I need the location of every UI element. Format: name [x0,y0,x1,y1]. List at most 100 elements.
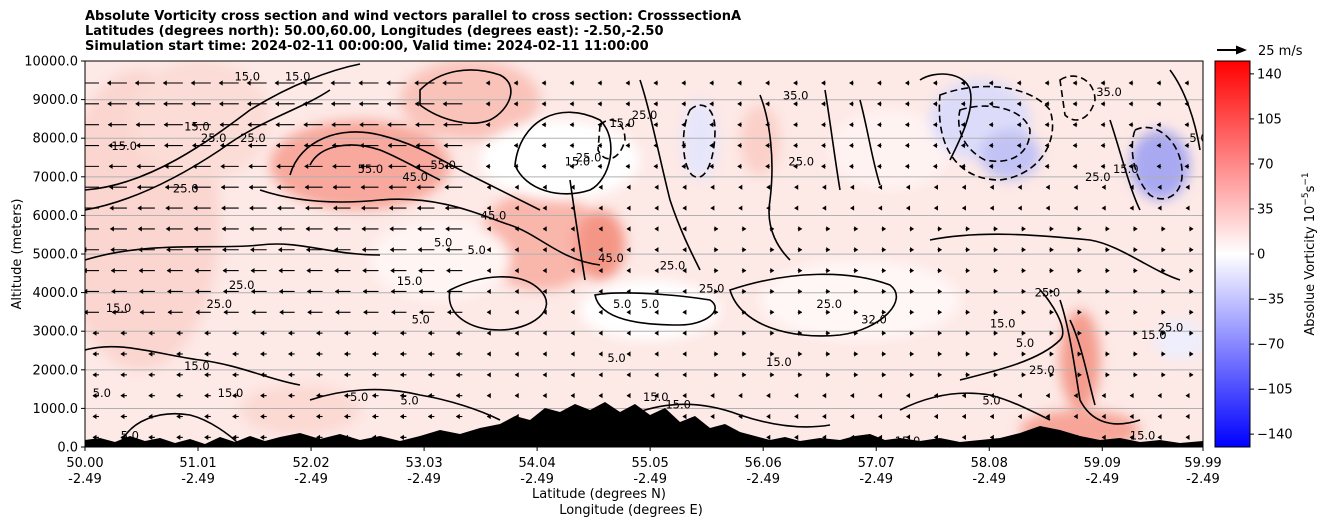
wind-vector-head [85,184,86,190]
wind-vector-head [1021,372,1026,378]
wind-vector-head [514,288,519,295]
contour-label: 5.0 [1189,131,1207,145]
wind-vector-head [937,267,942,274]
wind-vector-head [344,372,349,378]
wind-vector-head [542,288,547,295]
wind-vector-head [654,434,659,440]
contour-label: 15.0 [643,390,669,404]
contour-label: 5.0 [468,243,486,257]
wind-vector-head [204,351,209,357]
wind-vector-head [85,309,88,315]
wind-vector-head [427,413,432,420]
wind-vector-head [933,413,938,420]
wind-vector-head [427,330,432,336]
contour-line [569,179,586,281]
wind-vector-head [1100,142,1105,149]
wind-vector-head [626,267,631,274]
wind-vector-head [542,184,547,190]
wind-vector-head [854,226,859,232]
wind-vector-head [826,267,831,274]
wind-vector-head [626,226,631,232]
x-tick-label-lon: -2.49 [407,472,441,487]
wind-vector-head [136,163,141,169]
contour-label: 25.0 [1158,320,1184,334]
wind-vector-head [250,247,255,253]
wind-vector-head [1105,309,1110,315]
wind-vector-head [654,413,659,420]
contour-label: 25.0 [1029,363,1055,377]
wind-vector-head [1101,413,1106,420]
wind-vector-head [710,184,715,190]
wind-vector-head [1077,226,1082,232]
wind-vector-head [455,351,460,357]
wind-vector-head [416,184,421,190]
wind-vector-head [316,413,321,420]
wind-vector-head [260,434,265,440]
wind-vector-head [135,122,140,128]
x-tick-label-lat: 59.09 [1084,456,1121,471]
x-tick-label-lon: -2.49 [1085,472,1119,487]
wind-vector-head [1049,288,1054,295]
wind-vector-head [288,330,293,336]
wind-vector-head [1189,267,1194,274]
wind-vector-head [195,288,200,295]
wind-vector-head [1105,267,1110,274]
wind-vector-head [821,142,826,149]
wind-vector-head [514,372,519,378]
wind-vector-head [910,351,915,357]
wind-vector-head [1189,288,1194,295]
wind-vector-head [937,309,942,315]
wind-vector-head [1017,184,1022,190]
wind-vector-head [625,80,630,86]
wind-vector-head [570,309,575,315]
wind-vector-head [653,80,658,86]
wind-vector-head [541,80,546,86]
wind-vector-head [204,393,209,399]
wind-vector-head [360,163,365,169]
wind-vector-head [92,434,97,440]
wind-vector-head [1133,267,1138,274]
wind-vector-head [821,122,826,128]
wind-vector-head [219,101,224,107]
wind-vector-head [427,393,432,399]
wind-vector-head [598,309,603,315]
wind-vector-head [446,288,451,295]
wind-vector-head [223,288,228,295]
wind-vector-head [387,142,392,149]
wind-vector-head [682,205,687,211]
wind-vector-head [882,267,887,274]
wind-vector-head [770,309,775,315]
wind-vector-head [108,163,113,169]
wind-vector-head [192,142,197,149]
x-tick-label-lon: -2.49 [633,472,667,487]
wind-vector-head [222,247,227,253]
colorbar-tick-label: 70 [1257,157,1274,172]
wind-vector-head [738,205,743,211]
wind-vector-head [1049,330,1054,336]
wind-vector-head [165,226,170,232]
wind-vector-head [854,247,859,253]
wind-vector-head [905,101,910,107]
wind-vector-head [854,309,859,315]
wind-vector-head [1049,351,1054,357]
wind-vector-head [1157,184,1162,190]
wind-vector-head [709,101,714,107]
wind-vector-head [110,247,115,253]
wind-vector-head [654,205,659,211]
wind-vector-head [993,330,998,336]
wind-vector-head [138,267,143,274]
wind-vector-head [714,351,719,357]
wind-vector-head [221,205,226,211]
contour-label: 15.0 [895,434,921,448]
x-tick-label-lat: 51.01 [179,456,216,471]
contour-line-dashed [1059,75,1096,121]
wind-vector-head [1021,267,1026,274]
y-tick-label: 4000.0 [33,286,79,301]
wind-vector-head [1185,205,1190,211]
contour-label: 45.0 [402,170,428,184]
wind-vector-head [1100,163,1105,169]
wind-vector-head [682,267,687,274]
wind-vector-head [794,205,799,211]
vorticity-field: 15.05.05.015.025.015.025.015.025.015.015… [85,61,1207,448]
contour-line [419,69,512,124]
